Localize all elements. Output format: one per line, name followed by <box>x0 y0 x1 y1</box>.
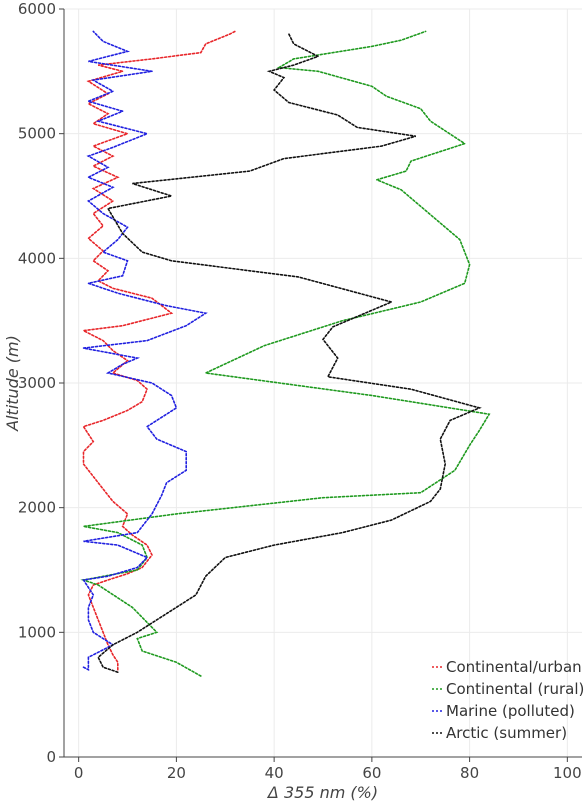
y-tick-label: 0 <box>46 748 56 766</box>
x-tick-label: 80 <box>460 764 479 782</box>
y-tick-label: 3000 <box>18 374 56 392</box>
y-axis-label: Altitude (m) <box>3 335 22 432</box>
x-tick-label: 100 <box>553 764 582 782</box>
y-tick-label: 5000 <box>18 125 56 143</box>
x-tick-label: 40 <box>265 764 284 782</box>
series-line-2 <box>82 30 208 672</box>
grid <box>64 8 582 758</box>
series-line-1 <box>80 30 491 677</box>
y-tick-label: 1000 <box>18 623 56 641</box>
y-tick-label: 6000 <box>18 0 56 18</box>
y-tick-label: 2000 <box>18 499 56 517</box>
axes <box>59 8 582 762</box>
series-line-3 <box>97 33 482 674</box>
y-tick-label: 4000 <box>18 249 56 267</box>
x-axis-label: Δ 355 nm (%) <box>266 783 378 802</box>
legend: Continental/urban Continental (rural) Mari… <box>432 658 584 742</box>
x-tick-label: 60 <box>362 764 381 782</box>
legend-entry: Continental/urban <box>446 658 582 676</box>
legend-entry: Arctic (summer) <box>446 724 567 742</box>
legend-entry: Continental (rural) <box>446 680 584 698</box>
series-line-0 <box>80 30 236 671</box>
series-lines <box>80 30 491 677</box>
legend-entry: Marine (polluted) <box>446 702 575 720</box>
x-tick-label: 20 <box>167 764 186 782</box>
x-tick-label: 0 <box>74 764 84 782</box>
